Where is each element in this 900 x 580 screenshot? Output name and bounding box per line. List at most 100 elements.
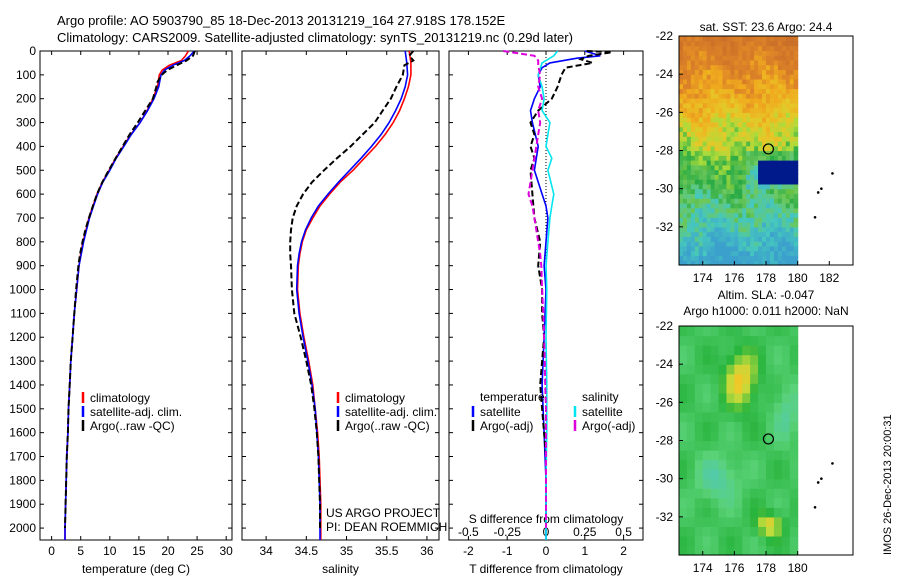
map-cell (710, 497, 720, 508)
map-cell (754, 236, 759, 242)
map-cell (789, 217, 795, 223)
map-cell (754, 140, 759, 147)
map-cell (690, 245, 696, 252)
map-y-tick-label: -26 (656, 105, 674, 119)
map-cell (750, 174, 755, 180)
map-cell (718, 126, 724, 133)
map-cell (686, 150, 692, 156)
map-cell (746, 226, 751, 233)
map-cell (694, 440, 704, 451)
map-cell (714, 241, 720, 247)
map-cell (793, 226, 799, 233)
map-cell (714, 121, 720, 128)
map-cell (718, 236, 724, 242)
map-cell (793, 179, 799, 185)
map-cell (777, 222, 783, 228)
map-cell (781, 469, 791, 480)
map-cell (698, 45, 704, 51)
map-cell (694, 469, 704, 480)
map-cell (726, 36, 731, 42)
map-cell (722, 78, 728, 85)
map-cell (766, 250, 771, 257)
map-cell (686, 255, 692, 261)
map-cell (682, 83, 688, 90)
map-cell (710, 179, 716, 185)
map-cell (679, 222, 684, 228)
map-cell (781, 526, 791, 537)
map-cell (762, 117, 767, 123)
map-cell (785, 45, 791, 51)
x-tick-label-salinity: -0.5 (458, 525, 479, 539)
map-cell (758, 102, 763, 109)
map-cell (694, 459, 704, 470)
map-cell (766, 345, 775, 356)
map-cell (785, 179, 791, 185)
map-cell (682, 40, 688, 47)
title-line-1: Argo profile: AO 5903790_85 18-Dec-2013 … (57, 13, 505, 28)
map-cell (690, 112, 696, 118)
map-cell (762, 212, 767, 218)
y-tick-label: 900 (16, 259, 36, 273)
map-cell (754, 102, 759, 109)
map-cell (702, 174, 708, 180)
map-cell (710, 430, 720, 442)
map-cell (694, 88, 700, 94)
map-cell (722, 102, 728, 109)
map-cell (762, 69, 767, 75)
map-cell (694, 183, 700, 190)
map-cell (718, 392, 728, 403)
map-cell (702, 488, 712, 499)
map-cell (781, 50, 787, 56)
map-cell (714, 64, 720, 70)
map-cell (746, 131, 751, 137)
map-cell (750, 169, 755, 175)
map-cell (750, 117, 755, 123)
map-x-tick-label: 174 (693, 271, 713, 285)
map-cell (769, 98, 775, 104)
map-cell (785, 117, 791, 123)
map-cell (702, 545, 712, 556)
map-cell (726, 255, 731, 261)
map-cell (722, 245, 728, 252)
map-cell (726, 459, 735, 470)
map-cell (730, 174, 735, 180)
map-cell (742, 121, 747, 128)
map-cell (682, 112, 688, 118)
map-cell (682, 88, 688, 94)
map-cell (754, 74, 759, 80)
map-cell (773, 507, 783, 518)
map-cell (742, 69, 747, 75)
map-cell (694, 55, 700, 61)
map-cell (706, 236, 712, 242)
map-cell (702, 392, 712, 403)
map-cell (722, 250, 728, 257)
map-cell (785, 188, 791, 195)
map-cell (698, 160, 704, 166)
map-cell (777, 83, 783, 90)
map-cell (738, 64, 743, 70)
map-cell (789, 507, 799, 518)
map-cell (750, 131, 755, 137)
map-cell (742, 117, 747, 123)
map-cell (766, 526, 775, 537)
map-cell (690, 198, 696, 204)
map-cell (781, 421, 791, 432)
map-cell (690, 45, 696, 51)
map-cell (781, 217, 787, 223)
map-cell (734, 335, 743, 346)
map-cell (710, 78, 716, 85)
map-cell (694, 160, 700, 166)
map-cell (734, 40, 739, 47)
map-cell (769, 93, 775, 99)
map-cell (766, 364, 775, 375)
map-cell (679, 107, 684, 113)
map-cell (781, 345, 791, 356)
map-cell (746, 59, 751, 66)
map-cell (702, 430, 712, 442)
map-cell (710, 188, 716, 195)
map-cell (734, 102, 739, 109)
legend-label: Argo(..raw -QC) (90, 419, 175, 433)
map-cell (679, 345, 688, 356)
map-cell (785, 93, 791, 99)
map-cell (734, 59, 739, 66)
